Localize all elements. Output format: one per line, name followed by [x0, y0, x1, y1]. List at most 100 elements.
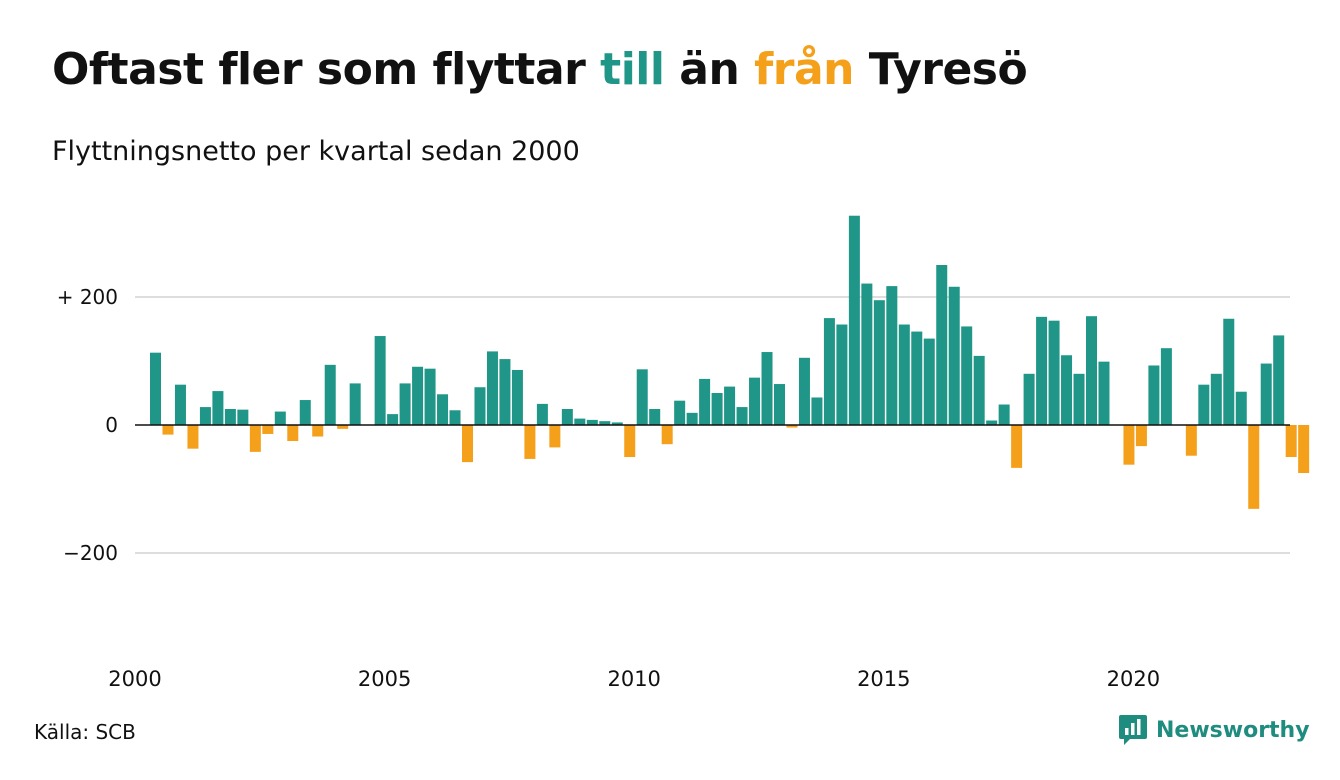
- bar: [199, 407, 211, 425]
- bar: [1123, 425, 1135, 465]
- bar: [374, 336, 386, 425]
- bar: [636, 369, 648, 425]
- bar: [886, 286, 898, 425]
- bar: [599, 421, 611, 425]
- title-part3: Tyresö: [853, 44, 1028, 95]
- source-note: Källa: SCB: [34, 720, 136, 744]
- title-part2: än: [664, 44, 755, 95]
- bar: [699, 378, 711, 425]
- bar: [312, 425, 324, 437]
- bar: [611, 422, 623, 425]
- bar: [786, 425, 798, 428]
- brand-name: Newsworthy: [1156, 717, 1310, 743]
- y-tick-label: −200: [63, 541, 118, 565]
- title-fran: från: [754, 44, 854, 95]
- newsworthy-logo: Newsworthy: [1118, 714, 1310, 746]
- bar: [911, 331, 923, 425]
- bar: [349, 383, 361, 425]
- bar: [1048, 320, 1060, 425]
- bar: [1086, 316, 1097, 425]
- bar: [1248, 425, 1260, 509]
- bar: [811, 397, 823, 425]
- x-tick-label: 2020: [1107, 667, 1160, 691]
- bar: [1135, 425, 1147, 447]
- bar: [474, 387, 486, 425]
- x-tick-label: 2015: [857, 667, 910, 691]
- bar: [836, 324, 848, 425]
- bar: [861, 283, 873, 425]
- bar: [948, 286, 960, 425]
- bar: [262, 425, 274, 434]
- bar: [499, 359, 511, 425]
- bar: [586, 419, 598, 425]
- bar: [711, 393, 723, 425]
- bar: [486, 351, 498, 425]
- bar: [749, 377, 761, 425]
- bar: [237, 409, 249, 425]
- chart-subtitle: Flyttningsnetto per kvartal sedan 2000: [52, 136, 580, 167]
- bar: [724, 386, 736, 425]
- bar: [437, 394, 449, 425]
- title-part1: Oftast fler som flyttar: [52, 44, 601, 95]
- bar: [873, 300, 885, 425]
- bar: [624, 425, 636, 457]
- bar: [187, 425, 199, 449]
- bar: [661, 425, 673, 445]
- bar: [936, 265, 948, 425]
- bar: [1260, 363, 1272, 425]
- bar: [1185, 425, 1197, 456]
- bar: [412, 366, 424, 425]
- bar: [337, 425, 349, 429]
- bar: [1036, 316, 1048, 425]
- bar: [1198, 384, 1210, 425]
- bar: [449, 410, 461, 425]
- bar: [1023, 373, 1035, 425]
- bar: [462, 425, 473, 463]
- bar: [1223, 318, 1235, 425]
- bar: [973, 355, 985, 425]
- bar: [399, 383, 411, 425]
- bar: [986, 420, 998, 425]
- bar: [998, 404, 1010, 425]
- title-till: till: [600, 44, 665, 95]
- bar: [1011, 425, 1023, 468]
- y-tick-label: 0: [105, 413, 118, 437]
- bar: [424, 368, 436, 425]
- bar: [1148, 365, 1160, 425]
- bar: [162, 425, 174, 435]
- bar: [574, 418, 586, 425]
- bar: [524, 425, 536, 459]
- bar: [961, 326, 973, 425]
- bar: [848, 215, 860, 425]
- bar: [1298, 425, 1310, 473]
- bar: [561, 409, 573, 425]
- bar: [1285, 425, 1297, 457]
- bar: [898, 324, 910, 425]
- bar: [736, 407, 748, 425]
- bar: [649, 409, 661, 425]
- bar: [536, 403, 548, 425]
- bar: [387, 414, 399, 425]
- bar: [1210, 373, 1222, 425]
- bar: [274, 411, 286, 425]
- bar: [299, 400, 311, 425]
- bar: [923, 338, 935, 425]
- bar: [212, 391, 224, 425]
- bar: [150, 352, 161, 425]
- bar: [511, 369, 523, 425]
- bar: [1160, 348, 1172, 425]
- bar: [1098, 361, 1110, 425]
- bar: [1273, 335, 1285, 425]
- bar-chart-speech-icon: [1119, 715, 1147, 745]
- bar: [823, 318, 835, 425]
- bar: [224, 409, 236, 425]
- bar: [686, 412, 698, 425]
- bar: [761, 352, 773, 425]
- bar: [1061, 355, 1073, 425]
- x-tick-label: 2010: [607, 667, 660, 691]
- bar: [249, 425, 261, 452]
- bar-chart: + 200 0 −200 2000 2005 2010 2015 2020: [57, 215, 1310, 691]
- bar: [798, 357, 810, 425]
- x-tick-label: 2005: [358, 667, 411, 691]
- bar: [1235, 391, 1247, 425]
